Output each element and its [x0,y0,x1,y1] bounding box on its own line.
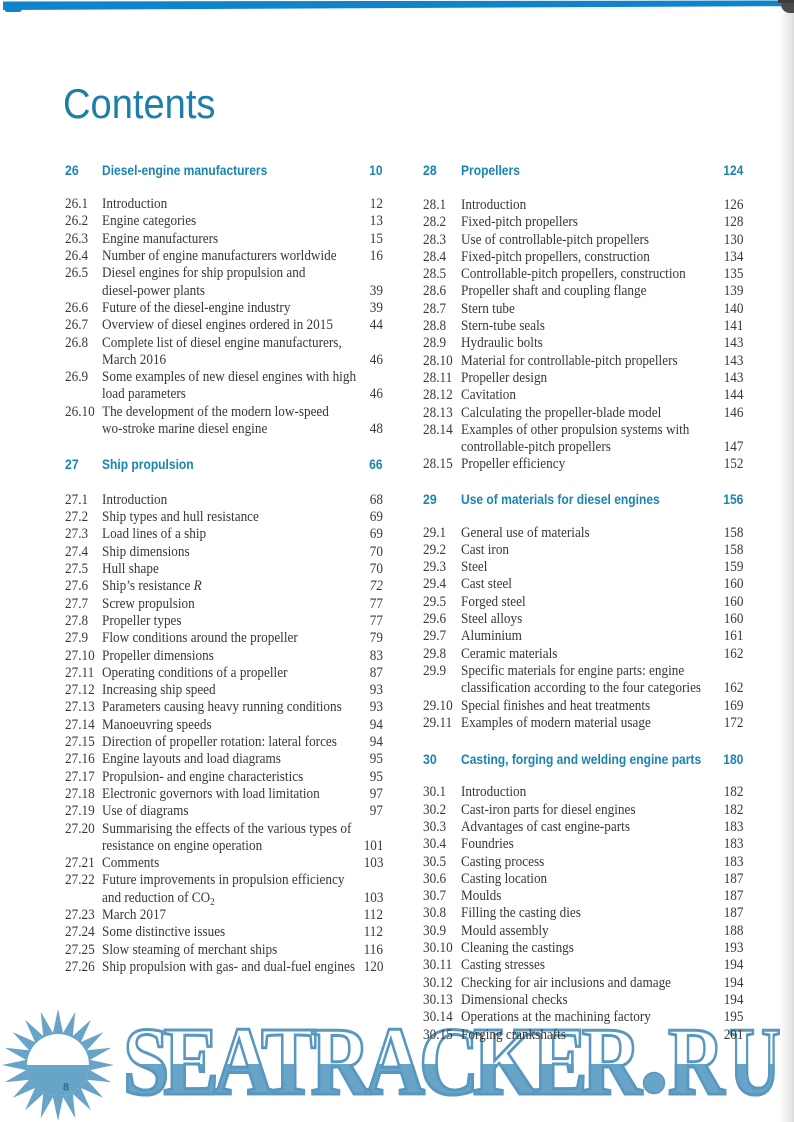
svg-text:U: U [729,1007,781,1116]
svg-text:R: R [668,1008,725,1116]
svg-text:SEATRACKER: SEATRACKER [123,1007,643,1116]
svg-text:8: 8 [63,1080,69,1094]
svg-text:R: R [668,1008,725,1116]
svg-text:SEATRACKER: SEATRACKER [123,1007,643,1116]
svg-text:U: U [729,1007,781,1116]
